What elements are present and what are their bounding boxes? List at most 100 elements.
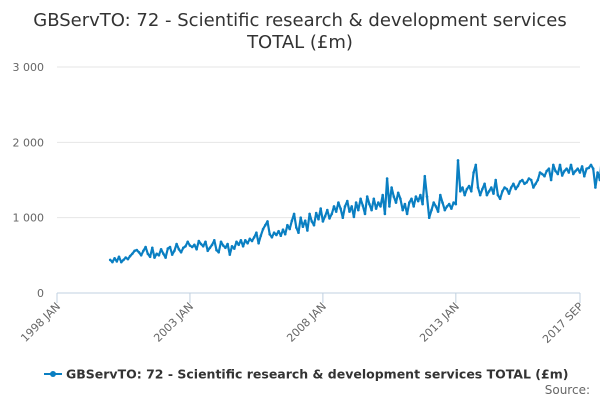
data-point[interactable]: [374, 207, 378, 210]
data-point[interactable]: [175, 242, 178, 246]
data-point[interactable]: [363, 212, 367, 216]
data-point[interactable]: [589, 163, 593, 167]
data-point[interactable]: [306, 229, 309, 232]
legend[interactable]: GBServTO: 72 - Scientific research & dev…: [44, 367, 568, 382]
data-point[interactable]: [421, 202, 424, 206]
data-point[interactable]: [540, 172, 544, 176]
data-point[interactable]: [168, 245, 172, 249]
data-point[interactable]: [117, 255, 121, 259]
data-point[interactable]: [501, 190, 504, 193]
data-point[interactable]: [193, 243, 196, 247]
data-point[interactable]: [146, 252, 150, 256]
data-point[interactable]: [292, 212, 296, 216]
data-point[interactable]: [226, 242, 229, 246]
data-point[interactable]: [580, 165, 584, 168]
data-point[interactable]: [405, 212, 409, 216]
data-point[interactable]: [359, 197, 362, 201]
data-point[interactable]: [430, 208, 433, 212]
data-point[interactable]: [470, 190, 473, 193]
data-point[interactable]: [403, 202, 407, 206]
data-point[interactable]: [179, 251, 183, 254]
data-point[interactable]: [452, 201, 455, 204]
data-point[interactable]: [248, 237, 252, 241]
series-line[interactable]: [109, 118, 600, 264]
data-point[interactable]: [408, 201, 411, 204]
data-point[interactable]: [210, 243, 214, 247]
data-point[interactable]: [401, 208, 405, 212]
data-point[interactable]: [166, 247, 170, 250]
data-point[interactable]: [246, 242, 249, 245]
data-point[interactable]: [228, 253, 232, 256]
data-point[interactable]: [224, 246, 227, 250]
data-point[interactable]: [383, 212, 387, 216]
data-point[interactable]: [567, 171, 571, 174]
data-point[interactable]: [587, 166, 591, 170]
data-point[interactable]: [288, 227, 292, 231]
data-point[interactable]: [219, 240, 223, 244]
data-point[interactable]: [255, 231, 258, 234]
data-point[interactable]: [487, 190, 491, 193]
data-point[interactable]: [108, 258, 112, 262]
data-point[interactable]: [481, 187, 484, 191]
data-point[interactable]: [113, 257, 116, 260]
data-point[interactable]: [115, 260, 119, 263]
data-point[interactable]: [190, 245, 194, 249]
data-point[interactable]: [396, 191, 400, 195]
data-point[interactable]: [177, 248, 181, 251]
data-point[interactable]: [445, 205, 449, 208]
data-point[interactable]: [594, 186, 597, 189]
data-point[interactable]: [272, 231, 276, 234]
data-point[interactable]: [410, 197, 413, 201]
data-point[interactable]: [197, 239, 201, 243]
data-point[interactable]: [334, 210, 338, 213]
data-point[interactable]: [283, 232, 287, 236]
data-point[interactable]: [170, 253, 174, 256]
data-point[interactable]: [574, 169, 577, 173]
data-point[interactable]: [507, 192, 511, 195]
data-point[interactable]: [447, 202, 451, 206]
data-point[interactable]: [241, 245, 245, 248]
data-point[interactable]: [188, 244, 192, 247]
data-point[interactable]: [261, 227, 265, 231]
data-point[interactable]: [361, 204, 365, 207]
data-point[interactable]: [122, 258, 125, 262]
data-point[interactable]: [277, 229, 280, 233]
data-point[interactable]: [206, 249, 209, 253]
data-point[interactable]: [257, 242, 260, 245]
data-point[interactable]: [394, 201, 398, 204]
data-point[interactable]: [126, 257, 130, 261]
data-point[interactable]: [215, 248, 218, 252]
data-point[interactable]: [534, 182, 537, 186]
data-point[interactable]: [434, 205, 438, 208]
data-point[interactable]: [441, 201, 444, 204]
data-point[interactable]: [281, 228, 285, 231]
data-point[interactable]: [330, 212, 334, 216]
data-point[interactable]: [164, 256, 167, 259]
data-point[interactable]: [357, 208, 360, 212]
data-point[interactable]: [199, 242, 203, 246]
data-point[interactable]: [151, 246, 154, 250]
data-point[interactable]: [365, 195, 369, 198]
data-point[interactable]: [392, 195, 396, 198]
data-point[interactable]: [509, 186, 513, 189]
data-point[interactable]: [412, 205, 416, 208]
data-point[interactable]: [133, 249, 136, 253]
data-point[interactable]: [323, 214, 327, 218]
data-point[interactable]: [456, 159, 460, 162]
data-point[interactable]: [527, 177, 531, 180]
data-point[interactable]: [162, 252, 165, 256]
data-point[interactable]: [346, 199, 349, 203]
data-point[interactable]: [485, 193, 489, 197]
data-point[interactable]: [556, 172, 560, 176]
data-point[interactable]: [596, 171, 599, 174]
data-point[interactable]: [159, 248, 163, 251]
data-point[interactable]: [512, 182, 515, 186]
data-point[interactable]: [432, 201, 436, 204]
data-point[interactable]: [423, 174, 427, 178]
data-point[interactable]: [182, 246, 185, 250]
data-point[interactable]: [250, 239, 254, 243]
data-point[interactable]: [337, 201, 340, 204]
data-point[interactable]: [201, 245, 205, 248]
data-point[interactable]: [490, 186, 493, 189]
data-point[interactable]: [352, 215, 356, 219]
